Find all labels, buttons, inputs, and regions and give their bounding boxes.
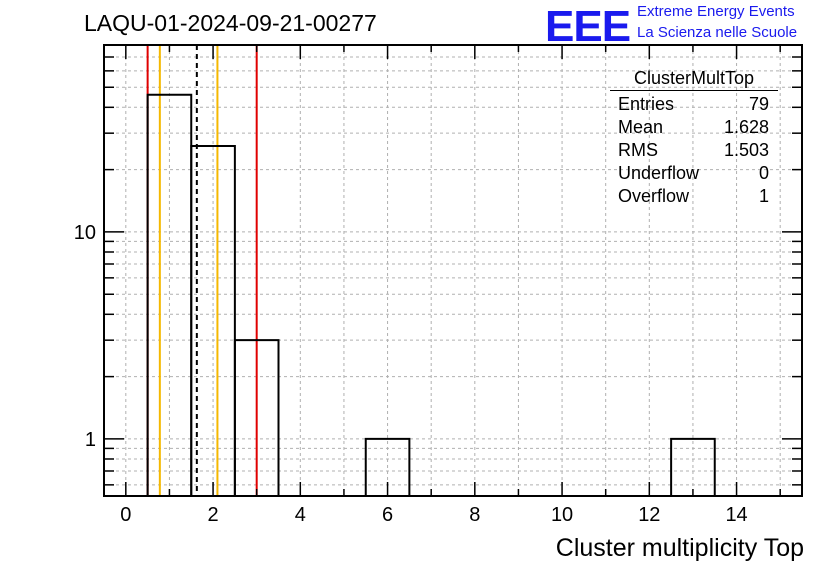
x-axis-label: Cluster multiplicity Top bbox=[555, 534, 804, 562]
y-tick-label: 1 bbox=[85, 429, 96, 451]
stats-label: Mean bbox=[618, 117, 664, 137]
histogram-bars bbox=[146, 93, 716, 496]
eee-logo: EEE bbox=[545, 2, 631, 51]
x-tick-label: 10 bbox=[551, 504, 573, 526]
chart-title: LAQU-01-2024-09-21-00277 bbox=[84, 10, 377, 36]
y-tick-label: 10 bbox=[74, 222, 96, 244]
histogram-bin bbox=[190, 145, 236, 496]
stats-row-rms: RMS 1.503 bbox=[610, 139, 778, 162]
stats-row-mean: Mean 1.628 bbox=[610, 116, 778, 139]
axis-ticks bbox=[104, 44, 802, 496]
stats-value: 1 bbox=[758, 186, 769, 206]
stats-value: 1.503 bbox=[723, 140, 769, 160]
logo-line-2: La Scienza nelle Scuole bbox=[637, 24, 798, 41]
stats-value: 79 bbox=[748, 94, 769, 114]
stats-row-entries: Entries 79 bbox=[610, 93, 778, 116]
stats-label: Overflow bbox=[618, 186, 690, 206]
x-tick-label: 6 bbox=[382, 504, 393, 526]
x-tick-label: 2 bbox=[208, 504, 219, 526]
x-tick-label: 8 bbox=[469, 504, 480, 526]
stats-row-overflow: Overflow 1 bbox=[610, 185, 778, 208]
stats-label: Underflow bbox=[618, 163, 700, 183]
logo-line-1: Extreme Energy Events bbox=[637, 3, 795, 20]
plot-frame bbox=[103, 44, 803, 497]
stats-label: RMS bbox=[618, 140, 658, 160]
stats-box: ClusterMultTop Entries 79 Mean 1.628 RMS… bbox=[610, 68, 778, 208]
histogram-bin bbox=[670, 437, 716, 496]
stats-value: 0 bbox=[758, 163, 769, 183]
marker-lines bbox=[146, 45, 258, 496]
stats-title: ClusterMultTop bbox=[610, 68, 778, 91]
x-tick-label: 0 bbox=[120, 504, 131, 526]
histogram-bin bbox=[233, 339, 280, 496]
stats-label: Entries bbox=[618, 94, 675, 114]
x-tick-label: 12 bbox=[638, 504, 660, 526]
stats-row-underflow: Underflow 0 bbox=[610, 162, 778, 185]
stats-value: 1.628 bbox=[723, 117, 769, 137]
x-tick-label: 14 bbox=[725, 504, 747, 526]
histogram-bin bbox=[364, 437, 411, 496]
x-tick-label: 4 bbox=[295, 504, 306, 526]
axis-tick-labels: 0 2 4 6 8 10 12 14 1 10 bbox=[74, 222, 748, 526]
